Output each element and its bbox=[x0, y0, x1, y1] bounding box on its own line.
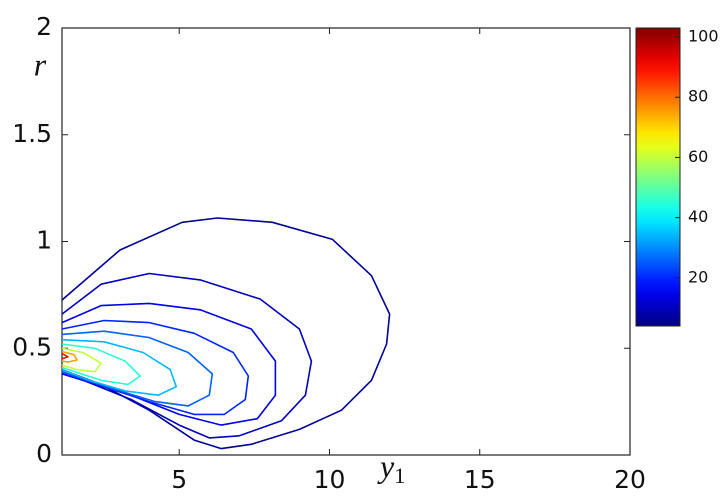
contour-line bbox=[61, 352, 69, 360]
y-tick-label: 0.5 bbox=[12, 332, 52, 361]
y-tick-label: 2 bbox=[36, 12, 52, 41]
contour-line bbox=[61, 302, 277, 426]
contour-line bbox=[61, 272, 313, 439]
y-tick-label: 1.5 bbox=[12, 119, 52, 148]
x-axis-label-subscript: 1 bbox=[394, 463, 405, 488]
y-tick-label: 1 bbox=[36, 226, 52, 255]
y-tick-label: 0 bbox=[36, 439, 52, 468]
x-tick-label: 20 bbox=[614, 465, 646, 494]
x-tick-label: 10 bbox=[314, 465, 346, 494]
contour-line bbox=[61, 338, 177, 396]
colorbar-tick-label: 60 bbox=[688, 147, 708, 166]
contour-line bbox=[61, 319, 250, 416]
colorbar-tick-label: 80 bbox=[688, 87, 708, 106]
colorbar-tick-label: 20 bbox=[688, 267, 708, 286]
y-axis-label: r bbox=[34, 46, 47, 82]
contour-line bbox=[61, 217, 391, 450]
colorbar bbox=[635, 27, 681, 327]
colorbar-tick-label: 100 bbox=[688, 27, 719, 46]
contour-line bbox=[61, 330, 214, 407]
x-axis-label: y1 bbox=[377, 448, 405, 488]
contour-line bbox=[61, 347, 102, 373]
colorbar-tick-label: 40 bbox=[688, 207, 708, 226]
x-tick-label: 5 bbox=[171, 465, 187, 494]
contour-line bbox=[61, 350, 78, 363]
x-axis-label-main: y bbox=[377, 448, 395, 484]
plot-area bbox=[61, 27, 631, 456]
contour-line bbox=[61, 343, 141, 386]
x-tick-label: 15 bbox=[464, 465, 496, 494]
